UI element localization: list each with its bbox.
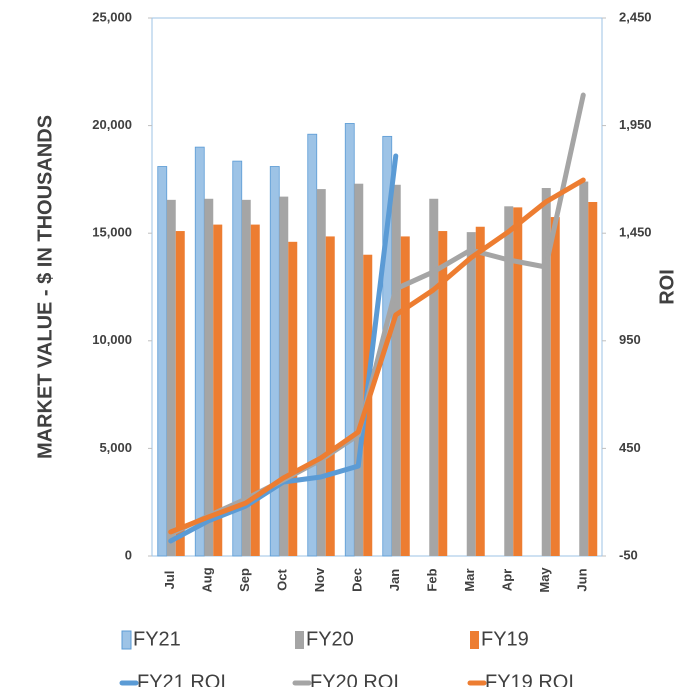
legend-label: FY21 xyxy=(133,628,181,650)
bar xyxy=(269,166,280,557)
bar xyxy=(504,206,514,557)
legend-label: FY19 ROI xyxy=(485,671,574,687)
bar xyxy=(241,199,251,556)
bar xyxy=(157,166,168,557)
bar xyxy=(354,183,364,557)
x-tick-label: Jan xyxy=(387,569,402,591)
bar xyxy=(307,133,318,557)
bar xyxy=(344,123,355,557)
bar xyxy=(213,224,223,557)
x-tick-label: Jul xyxy=(162,571,177,590)
x-tick-label: Jun xyxy=(575,568,590,591)
y-tick-label: 15,000 xyxy=(92,225,132,240)
bar xyxy=(166,199,176,556)
x-tick-label: Sep xyxy=(237,568,252,592)
x-tick-label: Mar xyxy=(462,568,477,591)
y-axis-title: MARKET VALUE - $ IN THOUSANDS xyxy=(34,115,56,459)
plot-border xyxy=(151,17,603,557)
bar xyxy=(438,231,448,556)
bar xyxy=(250,224,260,557)
bar xyxy=(316,189,326,557)
legend-swatch xyxy=(470,631,479,649)
bar xyxy=(175,231,185,556)
legend-label: FY21 ROI xyxy=(137,671,226,687)
legend-label: FY19 xyxy=(481,628,529,650)
bar xyxy=(288,241,298,557)
y-tick-label: 5,000 xyxy=(99,440,132,455)
bar xyxy=(391,184,401,556)
bar xyxy=(466,232,476,556)
legend-label: FY20 xyxy=(306,628,354,650)
x-tick-label: Apr xyxy=(500,569,515,591)
bar xyxy=(194,146,205,557)
y-tick-label: 20,000 xyxy=(92,117,132,132)
y2-axis-title: ROI xyxy=(656,269,677,305)
x-tick-label: Aug xyxy=(200,567,215,592)
bar xyxy=(588,201,598,556)
bar xyxy=(541,188,551,556)
y-tick-label: 10,000 xyxy=(92,332,132,347)
roi-line xyxy=(168,92,586,537)
bar xyxy=(204,198,214,556)
bar xyxy=(400,236,410,557)
bar xyxy=(513,207,523,556)
bar xyxy=(429,198,439,556)
x-tick-label: Nov xyxy=(312,567,327,592)
legend-swatch xyxy=(295,631,304,649)
bar xyxy=(550,217,560,556)
x-tick-label: Feb xyxy=(425,568,440,591)
x-tick-label: Dec xyxy=(350,568,365,592)
y2-tick-label: 1,950 xyxy=(619,117,652,132)
bar xyxy=(475,226,485,556)
legend-label: FY20 ROI xyxy=(310,671,399,687)
roi-line xyxy=(168,177,586,535)
y-tick-label: 0 xyxy=(125,547,132,562)
y-tick-label: 25,000 xyxy=(92,9,132,24)
bar xyxy=(325,236,335,557)
y2-tick-label: 950 xyxy=(619,332,641,347)
y2-tick-label: 450 xyxy=(619,440,641,455)
y2-tick-label: -50 xyxy=(619,547,638,562)
bar xyxy=(279,196,289,556)
legend-swatch xyxy=(121,630,132,650)
y2-tick-label: 2,450 xyxy=(619,9,652,24)
bar xyxy=(232,160,243,557)
x-tick-label: May xyxy=(537,567,552,593)
x-tick-label: Oct xyxy=(275,568,290,590)
y2-tick-label: 1,450 xyxy=(619,225,652,240)
bar xyxy=(579,181,589,556)
